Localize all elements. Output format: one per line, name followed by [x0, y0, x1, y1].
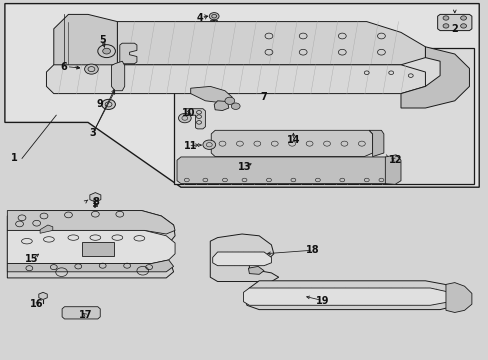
- Polygon shape: [437, 14, 471, 31]
- Polygon shape: [243, 288, 449, 305]
- Polygon shape: [120, 43, 137, 64]
- Text: 11: 11: [183, 141, 197, 151]
- Text: 18: 18: [305, 245, 319, 255]
- Circle shape: [102, 99, 115, 109]
- Text: 2: 2: [450, 24, 457, 34]
- Text: 9: 9: [97, 99, 103, 109]
- Polygon shape: [211, 130, 372, 157]
- Text: 14: 14: [286, 135, 300, 145]
- Circle shape: [442, 24, 448, 28]
- Polygon shape: [54, 14, 117, 79]
- Text: 19: 19: [315, 296, 329, 306]
- Circle shape: [231, 103, 240, 109]
- Polygon shape: [177, 157, 388, 184]
- Text: 12: 12: [388, 155, 402, 165]
- Polygon shape: [5, 4, 478, 187]
- Circle shape: [84, 64, 98, 74]
- Polygon shape: [62, 307, 100, 319]
- Circle shape: [209, 13, 219, 20]
- Polygon shape: [7, 211, 175, 278]
- Polygon shape: [7, 230, 175, 264]
- Polygon shape: [445, 283, 471, 312]
- Text: 16: 16: [30, 299, 43, 309]
- Text: 6: 6: [60, 62, 67, 72]
- Polygon shape: [368, 130, 383, 157]
- Circle shape: [102, 48, 110, 54]
- Text: 1: 1: [11, 153, 18, 163]
- Text: 13: 13: [237, 162, 251, 172]
- Text: 3: 3: [89, 128, 96, 138]
- Polygon shape: [185, 109, 205, 129]
- Polygon shape: [90, 193, 101, 202]
- Text: 15: 15: [25, 254, 39, 264]
- Circle shape: [442, 16, 448, 20]
- Polygon shape: [46, 65, 425, 94]
- Circle shape: [203, 140, 215, 149]
- Polygon shape: [190, 86, 232, 103]
- Polygon shape: [248, 266, 264, 274]
- Polygon shape: [111, 61, 124, 91]
- Circle shape: [460, 16, 466, 20]
- Text: 17: 17: [79, 310, 92, 320]
- Polygon shape: [7, 260, 173, 272]
- Polygon shape: [39, 292, 47, 300]
- Polygon shape: [40, 225, 53, 233]
- Polygon shape: [214, 101, 228, 111]
- Circle shape: [224, 97, 234, 104]
- Text: 7: 7: [260, 92, 267, 102]
- Polygon shape: [400, 47, 468, 108]
- Text: 5: 5: [99, 35, 106, 45]
- Circle shape: [98, 45, 115, 58]
- Text: 10: 10: [181, 108, 195, 118]
- Bar: [173, 48, 473, 184]
- Polygon shape: [385, 155, 400, 184]
- Circle shape: [460, 24, 466, 28]
- Polygon shape: [212, 252, 271, 266]
- Circle shape: [178, 113, 191, 123]
- Polygon shape: [210, 234, 278, 282]
- Polygon shape: [117, 22, 425, 65]
- Text: 4: 4: [197, 13, 203, 23]
- Polygon shape: [7, 211, 175, 234]
- Bar: [82, 242, 114, 256]
- Text: 8: 8: [92, 197, 99, 207]
- Polygon shape: [244, 281, 461, 310]
